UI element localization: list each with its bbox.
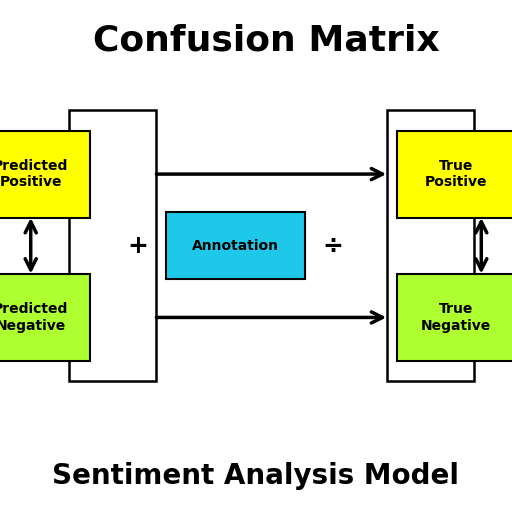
Text: Predicted
Negative: Predicted Negative (0, 303, 69, 332)
FancyBboxPatch shape (387, 110, 474, 381)
FancyBboxPatch shape (0, 131, 90, 218)
Text: True
Positive: True Positive (424, 159, 487, 189)
FancyBboxPatch shape (166, 212, 305, 279)
Text: +: + (128, 234, 148, 258)
FancyBboxPatch shape (0, 274, 90, 361)
Text: True
Negative: True Negative (420, 303, 491, 332)
FancyBboxPatch shape (69, 110, 156, 381)
Text: ÷: ÷ (323, 234, 343, 258)
Text: Confusion Matrix: Confusion Matrix (93, 24, 440, 58)
FancyBboxPatch shape (397, 274, 512, 361)
FancyBboxPatch shape (397, 131, 512, 218)
Text: Sentiment Analysis Model: Sentiment Analysis Model (53, 462, 459, 490)
Text: Predicted
Positive: Predicted Positive (0, 159, 69, 189)
Text: Annotation: Annotation (192, 239, 279, 253)
